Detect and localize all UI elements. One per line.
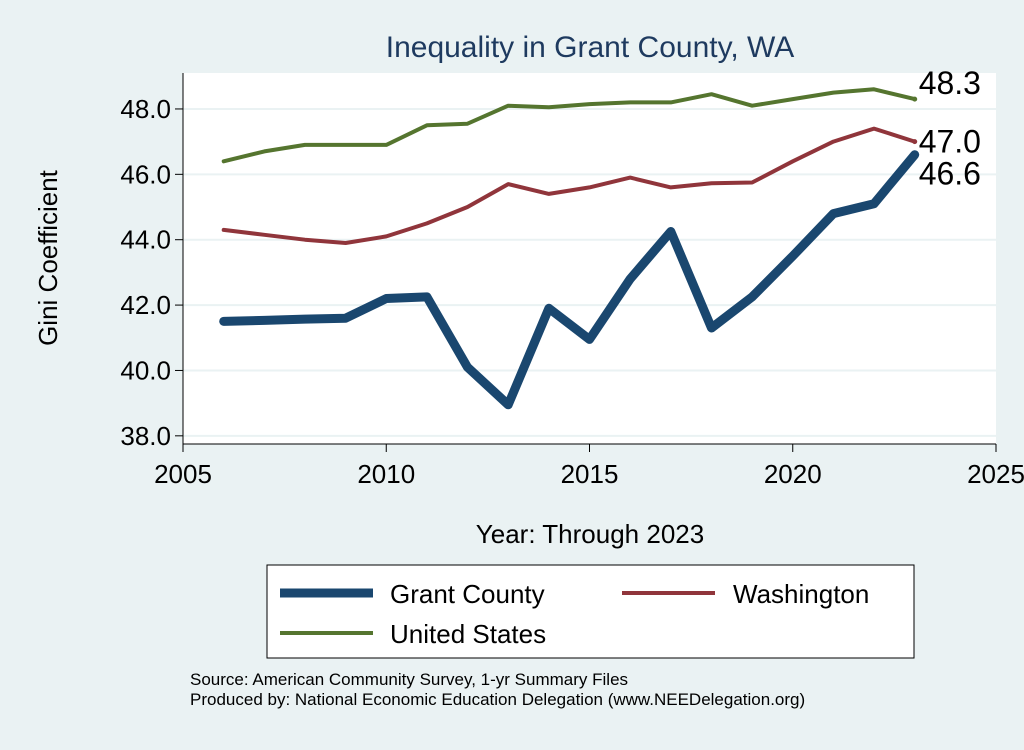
source-line: Source: American Community Survey, 1-yr …	[190, 670, 629, 689]
end-label-united-states: 48.3	[919, 65, 981, 101]
end-point-grant-county	[911, 151, 918, 158]
y-tick-label: 40.0	[120, 355, 171, 385]
end-point-washington	[912, 139, 918, 145]
legend-label-united-states: United States	[390, 619, 546, 649]
y-tick-label: 38.0	[120, 421, 171, 451]
series-lines	[219, 87, 920, 410]
chart-title: Inequality in Grant County, WA	[386, 31, 795, 64]
y-axis-title: Gini Coefficient	[33, 169, 63, 346]
end-label-washington: 47.0	[919, 124, 981, 160]
y-tick-label: 48.0	[120, 94, 171, 124]
end-labels: 48.3 47.046.6	[919, 65, 981, 192]
series-line-washington	[221, 126, 917, 245]
source-note: Source: American Community Survey, 1-yr …	[190, 670, 805, 710]
legend-label-washington: Washington	[733, 579, 869, 609]
end-point-united-states	[912, 96, 918, 102]
legend-box	[266, 564, 915, 659]
x-tick-label: 2020	[764, 459, 822, 489]
series-line-grant-county	[219, 150, 920, 410]
x-tick-label: 2025	[967, 459, 1024, 489]
legend-label-grant-county: Grant County	[390, 579, 545, 609]
x-axis-title: Year: Through 2023	[476, 519, 704, 549]
axis-ticks: 38.0 40.0 42.0 44.0 46.0 48.0 2005 2010 2015 2020…	[120, 94, 1024, 489]
x-tick-label: 2010	[357, 459, 415, 489]
y-tick-label: 44.0	[120, 225, 171, 255]
end-label-grant-county: 46.6	[919, 156, 981, 192]
series-line-united-states	[221, 87, 917, 164]
y-tick-label: 46.0	[120, 159, 171, 189]
y-tick-label: 42.0	[120, 290, 171, 320]
x-tick-label: 2005	[154, 459, 212, 489]
x-tick-label: 2015	[561, 459, 619, 489]
legend: Grant County Washington United States	[266, 564, 915, 659]
producer-line: Produced by: National Economic Education…	[190, 690, 806, 709]
